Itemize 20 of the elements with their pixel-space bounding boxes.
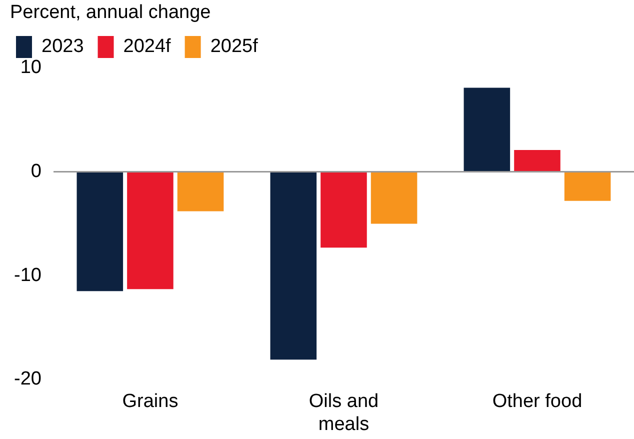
legend-label: 2023 [42, 36, 84, 58]
legend-label: 2024f [123, 36, 172, 58]
bar [320, 172, 367, 248]
bar [127, 172, 174, 290]
y-tick-label: -10 [14, 264, 42, 286]
bar [270, 172, 317, 360]
y-tick-label: 10 [20, 57, 42, 78]
x-tick-label: Oils and meals [308, 391, 379, 435]
x-tick-label: Grains [122, 391, 178, 412]
legend-label: 2025f [210, 36, 259, 58]
y-tick-label: -20 [14, 368, 42, 390]
bar [177, 172, 224, 212]
x-tick-label: Other food [492, 391, 582, 412]
bar [76, 172, 124, 292]
y-axis-title: Percent, annual change [10, 2, 211, 24]
bar [464, 88, 510, 172]
bar [564, 172, 611, 201]
bar [514, 150, 560, 172]
y-tick-label: 0 [30, 161, 42, 182]
bar [370, 172, 418, 224]
